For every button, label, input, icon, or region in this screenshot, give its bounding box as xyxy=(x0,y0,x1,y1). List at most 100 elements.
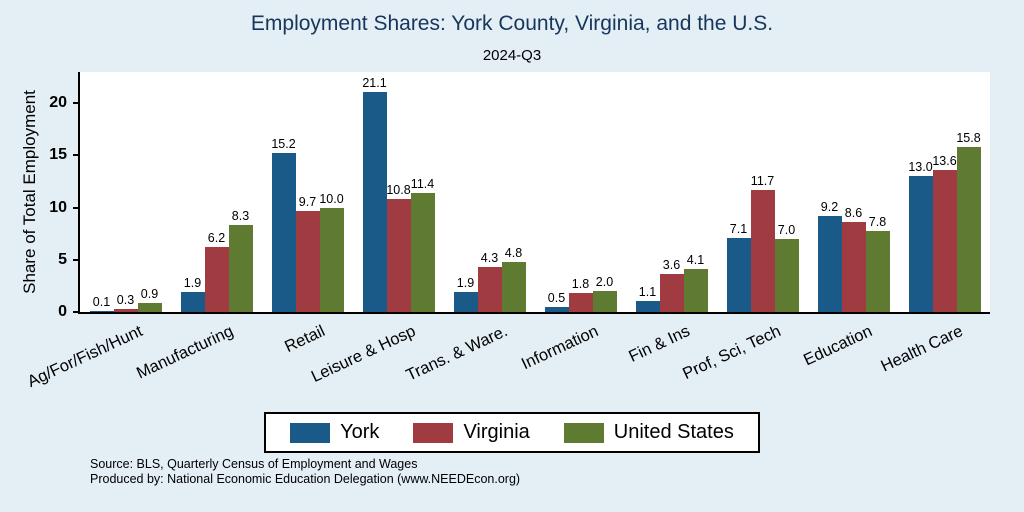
value-label: 0.3 xyxy=(116,292,135,307)
legend-label: York xyxy=(340,421,380,443)
value-label: 13.6 xyxy=(932,154,957,169)
y-tick-mark xyxy=(73,311,80,313)
x-axis-labels: Ag/For/Fish/Hunt Manufacturing Retail Leisu… xyxy=(25,314,990,396)
legend-item: United States xyxy=(563,421,734,444)
bar-group: 13.0 13.6 15.8 xyxy=(899,72,990,312)
bar-us xyxy=(501,261,526,312)
value-label: 4.3 xyxy=(480,251,499,266)
value-label: 9.2 xyxy=(820,200,839,214)
chart-subtitle: 2024-Q3 xyxy=(482,47,542,64)
bar-group: 0.5 1.8 2.0 xyxy=(535,72,626,312)
bar-york xyxy=(271,153,296,312)
bar-group: 1.9 6.2 8.3 xyxy=(171,72,262,312)
x-tick-cell: Information xyxy=(519,314,625,396)
bar-york xyxy=(362,91,387,312)
bar-group: 15.2 9.7 10.0 xyxy=(262,72,353,312)
value-label: 1.8 xyxy=(571,277,590,292)
legend-swatch-virginia xyxy=(413,422,454,443)
x-tick-label: Education xyxy=(800,322,875,370)
value-label: 13.0 xyxy=(908,160,933,175)
value-label: 0.1 xyxy=(92,294,111,309)
value-label: 2.0 xyxy=(595,275,614,290)
y-tick-label: 10 xyxy=(49,198,67,216)
value-label: 1.9 xyxy=(456,276,475,291)
bar-virginia xyxy=(477,267,502,312)
y-tick-mark xyxy=(73,102,80,105)
bar-virginia xyxy=(113,308,138,312)
bar-group: 21.1 10.8 11.4 xyxy=(353,72,444,312)
bar-york xyxy=(453,292,478,312)
legend-label: United States xyxy=(613,421,734,443)
bar-us xyxy=(774,238,799,312)
bar-us xyxy=(319,207,344,312)
x-tick-label: Retail xyxy=(281,322,328,357)
y-tick-label: 0 xyxy=(58,303,67,320)
value-label: 0.5 xyxy=(547,290,566,305)
value-label: 9.7 xyxy=(298,194,317,209)
bar-virginia xyxy=(750,189,775,312)
x-tick-cell: Prof, Sci, Tech xyxy=(680,314,807,396)
value-label: 15.8 xyxy=(956,131,981,146)
bar-virginia xyxy=(204,247,229,312)
value-label: 21.1 xyxy=(362,75,387,90)
y-tick-label: 15 xyxy=(49,146,67,164)
value-label: 3.6 xyxy=(662,258,681,273)
value-label: 8.6 xyxy=(844,206,863,221)
x-tick-label: Ag/For/Fish/Hunt xyxy=(24,322,146,392)
value-label: 1.1 xyxy=(638,284,657,299)
bar-virginia xyxy=(841,222,866,312)
bar-us xyxy=(410,193,435,312)
bar-group: 0.1 0.3 0.9 xyxy=(80,72,171,312)
bar-us xyxy=(228,225,253,312)
legend-swatch-york xyxy=(290,422,331,443)
bar-us xyxy=(592,291,617,312)
x-tick-cell: Manufacturing xyxy=(134,314,260,396)
y-tick-mark xyxy=(73,206,80,209)
y-tick-label: 5 xyxy=(58,250,67,268)
bar-group: 9.2 8.6 7.8 xyxy=(808,72,899,312)
legend-box: York Virginia United States xyxy=(264,412,760,453)
legend-item: York xyxy=(290,421,379,444)
value-label: 10.8 xyxy=(386,183,411,198)
bar-virginia xyxy=(386,199,411,312)
value-label: 6.2 xyxy=(207,231,226,246)
value-label: 7.0 xyxy=(777,222,796,237)
bar-virginia xyxy=(932,170,957,312)
bar-group: 1.9 4.3 4.8 xyxy=(444,72,535,312)
bar-york xyxy=(89,310,114,312)
plot-area: 0 5 10 15 20 0.1 0.3 0.9 1.9 6.2 8.3 15.2 9.7 10.0 21… xyxy=(49,72,990,320)
legend-label: Virginia xyxy=(463,421,530,443)
bar-virginia xyxy=(295,210,320,312)
chart-title: Employment Shares: York County, Virginia… xyxy=(250,12,774,35)
value-label: 7.8 xyxy=(868,214,887,229)
value-label: 4.1 xyxy=(686,253,705,268)
bar-york xyxy=(635,300,660,312)
value-label: 11.7 xyxy=(750,173,775,188)
value-label: 4.8 xyxy=(504,245,523,260)
bar-group: 7.1 11.7 7.0 xyxy=(717,72,808,312)
bar-york xyxy=(908,176,933,312)
y-tick-label: 20 xyxy=(49,94,67,112)
source-text: Source: BLS, Quarterly Census of Employm… xyxy=(90,457,418,471)
bar-us xyxy=(865,230,890,312)
y-tick-mark xyxy=(73,154,80,157)
source-block: Source: BLS, Quarterly Census of Employm… xyxy=(90,457,520,487)
value-label: 15.2 xyxy=(271,137,296,152)
bar-group: 1.1 3.6 4.1 xyxy=(626,72,717,312)
bar-york xyxy=(180,292,205,312)
legend: York Virginia United States xyxy=(0,412,1024,453)
bar-virginia xyxy=(568,293,593,312)
value-label: 1.9 xyxy=(183,276,202,291)
producer-text: Produced by: National Economic Education… xyxy=(90,472,521,486)
bar-york xyxy=(544,306,569,312)
plot-wrap: 0 5 10 15 20 0.1 0.3 0.9 1.9 6.2 8.3 15.2 9.7 10.0 21… xyxy=(25,72,990,396)
bar-us xyxy=(683,269,708,312)
x-tick-cell: Health Care xyxy=(879,314,990,396)
bar-us xyxy=(137,302,162,312)
value-label: 7.1 xyxy=(729,221,748,236)
y-tick-mark xyxy=(73,258,80,261)
value-label: 11.4 xyxy=(410,177,435,192)
bar-york xyxy=(726,237,751,312)
legend-item: Virginia xyxy=(413,421,530,444)
